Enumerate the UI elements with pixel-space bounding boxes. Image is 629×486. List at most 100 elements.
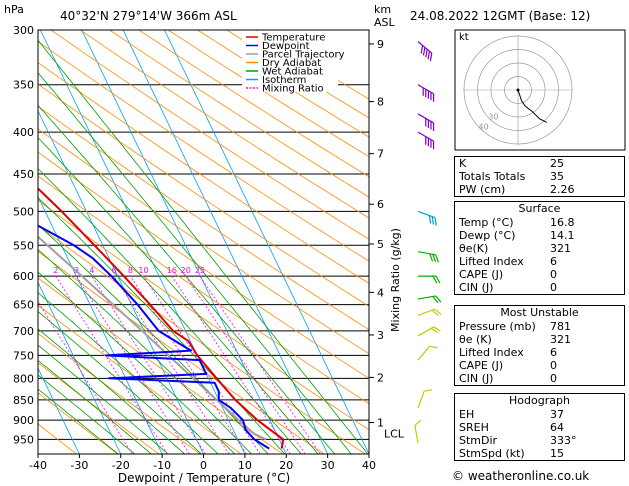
mixing-ratio-line — [76, 275, 190, 454]
km-tick-label: 8 — [377, 96, 384, 109]
x-axis-title: Dewpoint / Temperature (°C) — [118, 471, 290, 485]
isotherm-line — [164, 30, 369, 454]
dry-adiabat-line — [38, 62, 369, 284]
hodograph-kt-label: kt — [459, 32, 469, 43]
sreh-value: 64 — [550, 421, 564, 434]
tt-value: 35 — [550, 170, 564, 183]
lcl-label: LCL — [384, 428, 405, 441]
dry-adiabat-line — [109, 30, 369, 198]
mu-cape-label: CAPE (J) — [459, 359, 504, 372]
mixing-ratio-label: 2 — [53, 266, 58, 275]
hodograph-ring-label: 40 — [478, 123, 488, 132]
wind-barb-staff — [417, 131, 434, 142]
dry-adiabat-line — [38, 41, 369, 262]
wet-adiabat-line — [38, 249, 252, 454]
copyright-footer[interactable]: © weatheronline.co.uk — [452, 469, 590, 483]
pw-label: PW (cm) — [459, 183, 506, 196]
hodograph-trace — [517, 89, 548, 123]
x-tick-label: 20 — [279, 459, 293, 472]
surface-temp-value: 16.8 — [550, 216, 575, 229]
wet-adiabat-line — [38, 310, 202, 454]
wind-barb-staff — [417, 345, 431, 361]
km-tick-label: 4 — [377, 286, 384, 299]
mixing-ratio-label: 8 — [128, 266, 133, 275]
pw-value: 2.26 — [550, 183, 575, 196]
pressure-tick-label: 400 — [13, 126, 34, 139]
isotherm-line — [38, 109, 204, 454]
mixing-ratio-line — [55, 275, 168, 454]
wind-barb — [417, 251, 440, 263]
k-label: K — [459, 157, 467, 170]
wind-barb — [417, 295, 442, 304]
wind-barb-flag — [430, 327, 439, 334]
indices-panel: K 25 Totals Totals 35 PW (cm) 2.26 — [454, 156, 625, 197]
km-tick-label: 1 — [377, 417, 384, 430]
wet-adiabat-line — [38, 197, 285, 454]
wind-barb-flag — [432, 93, 435, 102]
surface-cape-label: CAPE (J) — [459, 268, 504, 281]
hodograph-ring-label: 30 — [488, 113, 498, 122]
wind-barb-flag — [422, 47, 426, 56]
hpa-label: hPa — [4, 3, 24, 16]
pressure-tick-label: 350 — [13, 79, 34, 92]
wind-barb-flag — [432, 122, 435, 132]
legend-label: Dewpoint — [262, 41, 310, 52]
x-tick-label: 40 — [362, 459, 376, 472]
surface-cin-value: 0 — [550, 281, 557, 294]
surface-title: Surface — [518, 202, 561, 215]
dry-adiabat-line — [38, 362, 160, 454]
pressure-tick-label: 900 — [13, 414, 34, 427]
pressure-tick-label: 450 — [13, 168, 34, 181]
legend-label: Mixing Ratio — [262, 84, 324, 95]
wet-adiabat-line — [38, 328, 185, 454]
mu-title: Most Unstable — [500, 306, 579, 319]
pressure-tick-label: 950 — [13, 433, 34, 446]
km-label: km — [374, 3, 391, 16]
mu-li-value: 6 — [550, 346, 557, 359]
dry-adiabat-line — [80, 30, 369, 219]
wind-barb-flag — [427, 51, 431, 60]
legend-label: Dry Adiabat — [262, 58, 321, 69]
wind-barb-flag — [429, 345, 438, 349]
datetime-label: 24.08.2022 12GMT (Base: 12) — [410, 9, 590, 23]
pressure-tick-label: 650 — [13, 299, 34, 312]
mu-thetae-label: θe (K) — [459, 333, 492, 346]
x-tick-label: 10 — [238, 459, 252, 472]
wind-barb-flag — [430, 92, 432, 101]
wind-barb-flag — [422, 87, 424, 96]
surface-li-label: Lifted Index — [459, 255, 524, 268]
km-tick-label: 6 — [377, 198, 384, 211]
mixing-ratio-label: 25 — [195, 266, 205, 275]
mixing-ratio-line — [38, 300, 133, 454]
wind-barb-flag — [432, 141, 435, 150]
mu-cape-value: 0 — [550, 359, 557, 372]
wind-barb — [417, 308, 442, 316]
surface-li-value: 6 — [550, 255, 557, 268]
isotherm-line — [81, 30, 287, 454]
wind-barb-flag — [427, 138, 429, 147]
wind-barb-flag — [430, 139, 432, 148]
stmdir-value: 333° — [550, 434, 577, 447]
mixing-ratio-label: 4 — [89, 266, 94, 275]
hodo-table-title: Hodograph — [509, 394, 570, 407]
km-tick-label: 7 — [377, 148, 384, 161]
mu-thetae-value: 321 — [550, 333, 571, 346]
pressure-tick-label: 300 — [13, 24, 34, 37]
tt-label: Totals Totals — [459, 170, 526, 183]
wind-barb-flag — [425, 136, 427, 145]
hodograph-table-panel: Hodograph EH 37 SREH 64 StmDir 333° StmSpd … — [454, 393, 625, 461]
dry-adiabat-line — [38, 175, 369, 405]
dry-adiabat-line — [50, 30, 369, 240]
wind-barb-flag — [431, 216, 435, 225]
wet-adiabat-line — [38, 168, 302, 454]
wind-barb — [417, 84, 435, 102]
wind-barb — [417, 131, 435, 150]
hodograph-origin — [516, 88, 520, 92]
km-tick-label: 2 — [377, 371, 384, 384]
dry-adiabat-line — [38, 199, 369, 431]
mixing-ratio-axis-title: Mixing Ratio (g/kg) — [389, 228, 402, 332]
wind-barb-flag — [429, 253, 434, 262]
eh-value: 37 — [550, 408, 564, 421]
surface-thetae-label: θe(K) — [459, 242, 489, 255]
dry-adiabat-line — [38, 151, 369, 379]
